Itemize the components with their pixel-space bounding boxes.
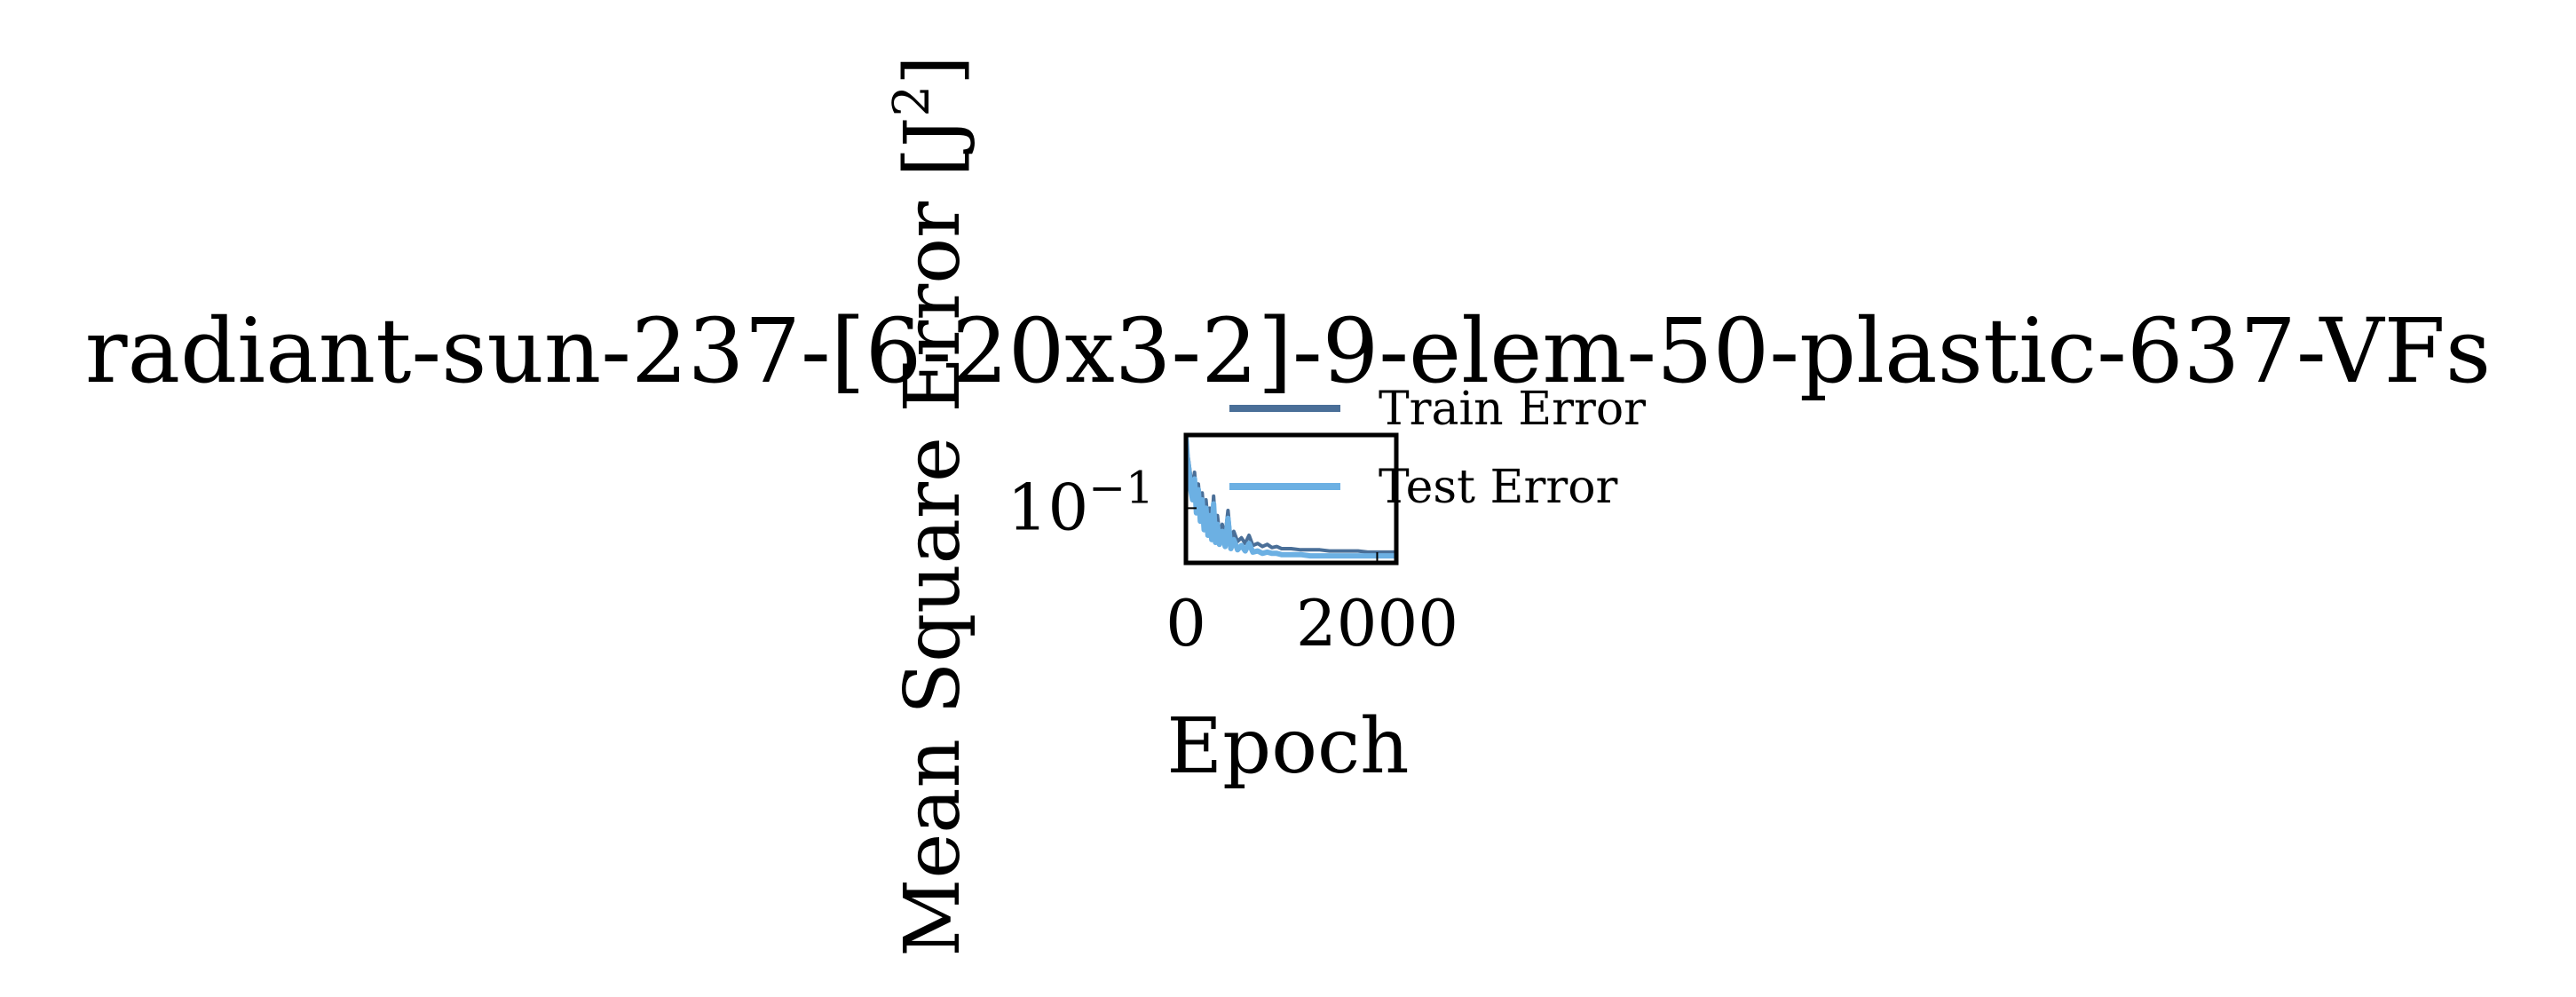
series-line-test (1186, 435, 1396, 559)
legend-label: Train Error (1379, 383, 1646, 436)
y-ticks: 10−1 (1007, 462, 1197, 544)
x-ticks: 0 2000 (1166, 552, 1458, 661)
x-tick-label: 0 (1166, 586, 1206, 661)
plot-frame (1183, 432, 1399, 566)
chart-title: radiant-sun-237-[6-20x3-2]-9-elem-50-pla… (85, 299, 2492, 403)
series-layer (1186, 435, 1396, 559)
y-axis-label: Mean Square Error [J2] (883, 55, 977, 956)
x-tick-label: 2000 (1296, 586, 1458, 661)
y-tick-label: 10−1 (1007, 462, 1154, 544)
legend: Train Error Test Error (1229, 383, 1646, 514)
legend-label: Test Error (1379, 461, 1618, 514)
plot-area: 0 2000 10−1 (1007, 432, 1458, 661)
x-axis-label: Epoch (1166, 702, 1409, 791)
